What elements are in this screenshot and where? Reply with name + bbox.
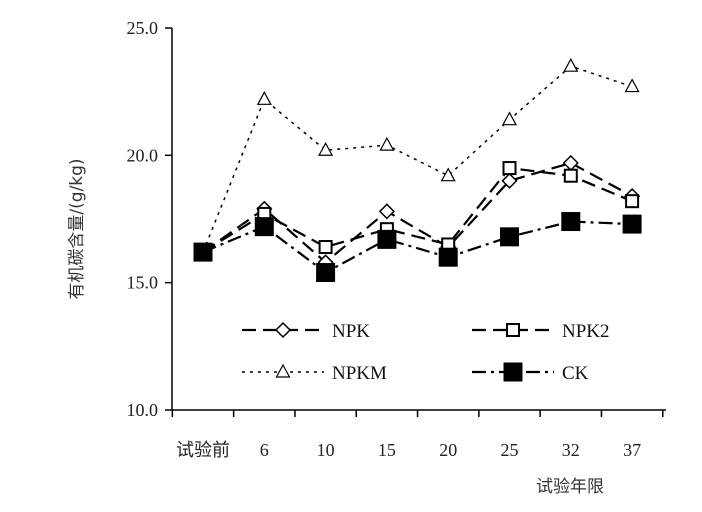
data-point-ck [500,227,519,247]
x-tick-label: 试验前 [176,440,230,460]
series-line-npk2 [202,166,633,254]
data-point-npkm [318,141,334,156]
legend-item-npk: NPK [242,321,370,342]
y-tick-label: 25.0 [127,18,159,38]
series-npk2 [202,161,640,255]
data-point-npkm [256,91,272,105]
x-tick-label: 32 [562,440,580,460]
x-tick-label: 20 [439,440,457,460]
axes: 10.0 15.0 20.0 25.0 试验前 6 10 15 20 25 32 37 [127,18,666,460]
y-tick-label: 20.0 [127,145,159,165]
legend-item-npk2: NPK2 [472,321,610,342]
data-point-npk [378,203,395,220]
data-point-ck [316,262,336,282]
data-point-ck [561,212,581,232]
data-point-npk2 [563,168,578,183]
data-point-ck [377,229,397,249]
data-point-npk2 [502,161,517,176]
legend-label-npk: NPK [332,321,370,342]
y-tick-label: 10.0 [127,400,159,420]
x-tick-label: 10 [317,440,335,460]
data-point-ck [438,247,458,267]
data-point-ck [193,242,213,262]
x-tick-label: 15 [378,440,396,460]
legend-item-npkm: NPKM [242,363,387,384]
y-axis-title: 有机碳含量/(g/kg) [67,158,87,299]
legend-marker-npk2 [506,323,520,337]
legend-label-npkm: NPKM [332,363,387,384]
x-tick-label: 37 [623,440,641,460]
legend-label-ck: CK [562,363,589,384]
data-point-npkm [563,57,579,72]
data-point-npk [501,172,518,189]
legend: NPK NPK2 NPKM CK [242,321,610,384]
data-point-npkm [379,136,395,151]
series-ck [193,212,642,282]
data-point-npkm [440,167,456,182]
series-npkm [202,57,640,253]
data-point-npk2 [625,194,640,209]
series-line-npk [202,161,633,264]
data-point-ck [622,214,642,234]
y-tick-label: 15.0 [127,273,159,293]
data-point-npk2 [318,240,333,255]
legend-marker-ck [503,362,523,382]
x-tick-label: 25 [501,440,519,460]
legend-label-npk2: NPK2 [562,321,610,342]
legend-item-ck: CK [472,362,589,384]
legend-marker-npkm [275,363,291,378]
data-point-npk [562,154,579,172]
series-line-ck [202,220,633,274]
series-line-npkm [202,65,633,253]
legend-marker-npk [274,321,292,339]
data-point-npkm [501,111,518,126]
data-point-ck [254,217,274,237]
x-tick-label: 6 [260,440,269,460]
x-axis-title: 试验年限 [536,477,604,497]
data-point-npkm [624,78,640,93]
series-layer [193,57,642,282]
